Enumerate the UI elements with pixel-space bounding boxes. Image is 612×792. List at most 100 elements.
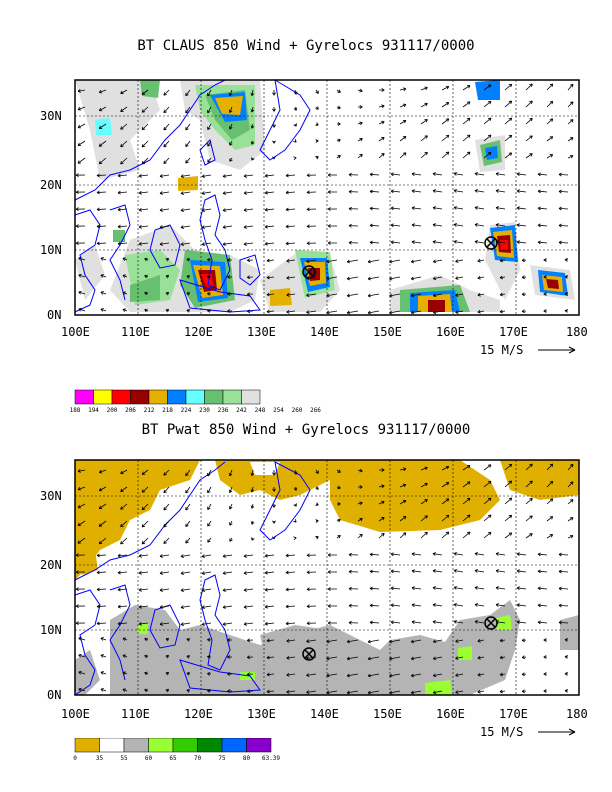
wind-vector-head: [251, 537, 255, 541]
wind-vector: [264, 622, 275, 625]
wind-vector-head: [432, 620, 436, 624]
wind-vector: [389, 639, 401, 643]
wind-vector-head: [165, 671, 170, 676]
wind-vector: [180, 208, 191, 211]
wind-vector: [185, 503, 191, 511]
wind-vector-head: [122, 291, 126, 295]
wind-vector-head: [529, 83, 533, 88]
wind-vector: [474, 207, 485, 210]
wind-vector-head: [499, 258, 504, 263]
wind-vector-head: [445, 482, 450, 486]
wind-vector: [138, 571, 149, 574]
wind-vector: [77, 106, 86, 110]
wind-vector-head: [285, 173, 289, 178]
wind-vector-head: [165, 637, 170, 642]
wind-vector: [77, 89, 86, 92]
wind-vector-head: [474, 223, 478, 227]
wind-vector-head: [369, 603, 373, 608]
wind-vector-head: [247, 292, 251, 297]
wind-vector-head: [315, 156, 319, 160]
lon-label: 110E: [121, 707, 150, 721]
wind-vector-head: [410, 656, 415, 661]
wind-vector: [483, 464, 492, 471]
wind-vector: [207, 123, 212, 130]
wind-vector-head: [75, 570, 79, 575]
wind-vector-head: [266, 309, 270, 314]
wind-vector: [357, 518, 363, 522]
wind-vector-head: [186, 291, 190, 296]
wind-vector: [399, 88, 407, 91]
wind-vector: [266, 673, 275, 676]
wind-vector-head: [402, 136, 407, 140]
wind-vector-head: [474, 569, 478, 573]
wind-vector: [285, 571, 296, 574]
wind-vector: [180, 588, 191, 591]
wind-vector: [326, 276, 338, 280]
wind-vector: [474, 587, 485, 590]
wind-vector-head: [337, 518, 341, 523]
wind-vector-head: [424, 135, 428, 139]
wind-vector-head: [402, 103, 407, 108]
wind-vector-head: [120, 126, 124, 130]
wind-vector: [483, 84, 492, 91]
wind-vector: [390, 190, 401, 193]
wind-vector-head: [306, 293, 310, 297]
wind-vector-head: [570, 83, 574, 88]
wind-vector-head: [529, 135, 533, 139]
wind-vector-head: [251, 157, 255, 161]
wind-vector-head: [326, 276, 330, 281]
wind-vector-head: [390, 240, 394, 245]
wind-vector: [138, 191, 149, 194]
wind-vector-head: [272, 140, 276, 144]
wind-vector-head: [537, 206, 541, 211]
wind-vector: [433, 310, 443, 314]
colorbar-label: 230: [199, 407, 210, 414]
map-frame: [74, 79, 580, 316]
wind-vector-head: [165, 688, 170, 693]
wind-vector-head: [163, 126, 167, 131]
wind-vector: [96, 622, 107, 624]
wind-vector-head: [487, 117, 492, 121]
wind-vector-head: [186, 654, 190, 659]
wind-vector-head: [390, 620, 394, 625]
wind-vector-head: [453, 240, 457, 244]
wind-vector-head: [75, 190, 79, 195]
wind-vector: [525, 498, 533, 505]
wind-vector-head: [159, 588, 163, 592]
wind-vector: [516, 173, 527, 176]
wind-vector-head: [201, 605, 205, 609]
wind-vector-head: [315, 502, 319, 506]
wind-vector-head: [487, 134, 492, 139]
colorbar-label: 35: [96, 755, 104, 762]
wind-vector-head: [144, 308, 148, 313]
wind-vector-head: [243, 554, 247, 558]
wind-vector-head: [165, 274, 170, 279]
wind-vector-head: [228, 489, 233, 493]
wind-vector-head: [367, 656, 371, 661]
wind-vector-head: [432, 639, 437, 644]
wind-vector-head: [558, 552, 562, 557]
wind-vector-head: [77, 124, 82, 129]
wind-vector-head: [359, 121, 363, 126]
wind-vector: [117, 225, 128, 228]
wind-vector: [251, 106, 254, 113]
wind-vector-head: [564, 655, 568, 659]
wind-vector-head: [201, 242, 205, 246]
wind-vector: [411, 673, 422, 677]
wind-vector: [159, 571, 170, 574]
wind-vector-head: [120, 143, 124, 148]
wind-vector-head: [337, 105, 341, 110]
wind-vector-head: [327, 604, 331, 608]
wind-vector-head: [222, 242, 226, 246]
wind-vector: [462, 101, 471, 108]
wind-vector: [117, 242, 128, 245]
wind-vector-head: [163, 506, 167, 511]
wind-vector-head: [327, 587, 331, 591]
wind-vector: [504, 83, 513, 91]
wind-vector-head: [432, 172, 436, 176]
wind-vector-head: [163, 540, 167, 545]
wind-vector-head: [521, 309, 525, 314]
wind-vector-head: [285, 241, 289, 246]
wind-vector: [378, 153, 385, 159]
wind-vector-head: [180, 622, 184, 626]
